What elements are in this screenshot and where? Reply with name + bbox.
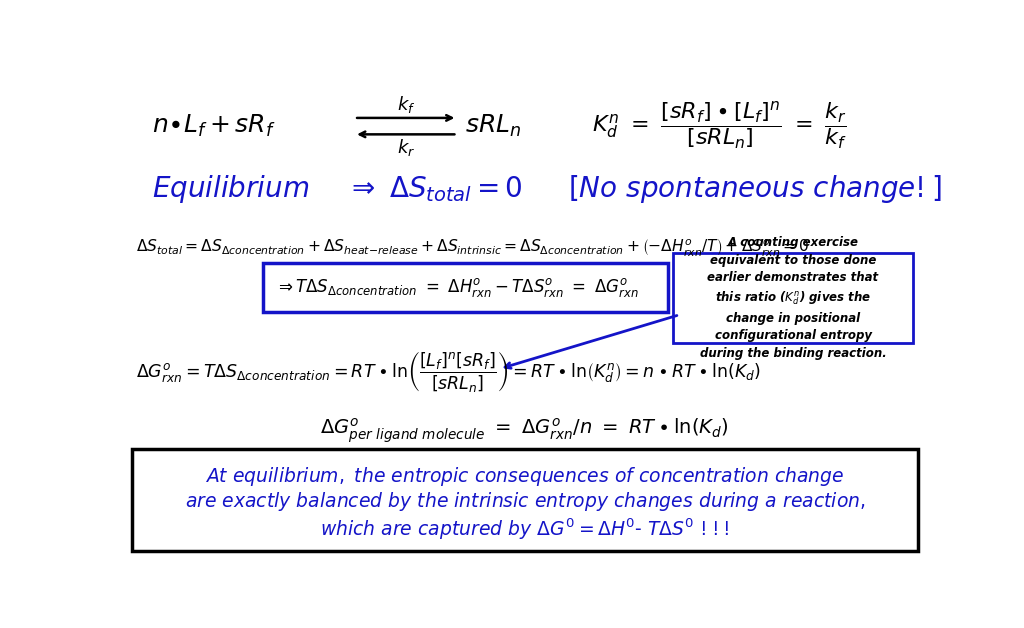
Text: $are\ exactly\ balanced\ by\ the\ intrinsic\ entropy\ changes\ during\ a\ reacti: $are\ exactly\ balanced\ by\ the\ intrin…: [184, 490, 865, 513]
FancyBboxPatch shape: [673, 253, 912, 343]
Text: $sRL_n$: $sRL_n$: [465, 113, 521, 139]
Text: A counting exercise
equivalent to those done
earlier demonstrates that
this rati: A counting exercise equivalent to those …: [699, 236, 887, 360]
FancyBboxPatch shape: [263, 263, 668, 312]
Text: $\Delta S_{total} = \Delta S_{\Delta concentration} + \Delta S_{heat\mathrm{-}re: $\Delta S_{total} = \Delta S_{\Delta con…: [136, 237, 809, 259]
Text: $[No\ spontaneous\ change!]$: $[No\ spontaneous\ change!]$: [568, 173, 942, 205]
Text: $k_r$: $k_r$: [396, 138, 415, 158]
Text: $At\ equilibrium,\ the\ entropic\ consequences\ of\ concentration\ change$: $At\ equilibrium,\ the\ entropic\ conseq…: [205, 465, 845, 488]
Text: $\Delta G^o_{rxn} = T\Delta S_{\Delta concentration} = RT \bullet \ln\!\left(\df: $\Delta G^o_{rxn} = T\Delta S_{\Delta co…: [136, 349, 761, 394]
Text: $Equilibrium$: $Equilibrium$: [152, 173, 309, 205]
Text: $K_d^n\ =\ \dfrac{\left[sR_f\right] \bullet \left[L_f\right]^n}{\left[sRL_n\righ: $K_d^n\ =\ \dfrac{\left[sR_f\right] \bul…: [592, 100, 847, 152]
Text: $\Delta G^o_{per\ ligand\ molecule}\ =\ \Delta G^o_{rxn}/n\ =\ RT \bullet \ln\!\: $\Delta G^o_{per\ ligand\ molecule}\ =\ …: [321, 416, 729, 445]
FancyBboxPatch shape: [132, 449, 918, 551]
Text: $n{\bullet}L_f + sR_f$: $n{\bullet}L_f + sR_f$: [152, 113, 275, 139]
Text: $k_f$: $k_f$: [396, 94, 415, 115]
Text: $\Rightarrow\ \Delta S_{total} = 0$: $\Rightarrow\ \Delta S_{total} = 0$: [346, 174, 523, 204]
Text: $which\ are\ captured\ by\ \Delta G^0 = \Delta H^0\text{-}\ T\Delta S^0\ !!!$: $which\ are\ captured\ by\ \Delta G^0 = …: [321, 516, 729, 542]
Text: $\Rightarrow T\Delta S_{\Delta concentration}\ =\ \Delta H^o_{rxn} - T\Delta S^o: $\Rightarrow T\Delta S_{\Delta concentra…: [274, 276, 639, 299]
